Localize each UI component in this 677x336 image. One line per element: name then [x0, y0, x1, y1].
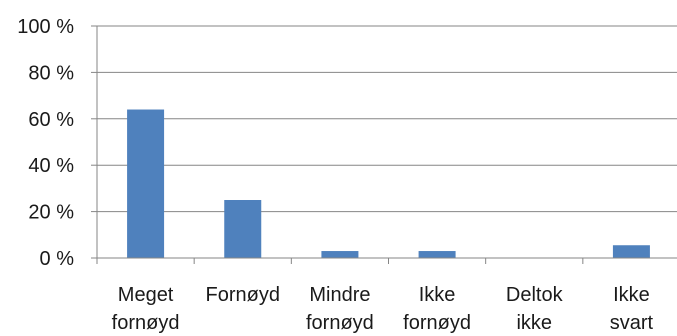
x-category-label-line: svart: [610, 312, 654, 334]
y-tick-label: 20 %: [28, 202, 74, 224]
x-category-label-line: fornøyd: [306, 312, 374, 334]
y-tick-label: 40 %: [28, 155, 74, 177]
x-category-label-line: fornøyd: [403, 312, 471, 334]
bar: [321, 251, 359, 258]
bar: [127, 109, 165, 259]
x-category-label-line: Deltok: [506, 284, 564, 306]
y-tick-label: 0 %: [40, 248, 75, 270]
x-category-label: Meget fornøyd: [112, 284, 180, 334]
x-category-label-line: Meget: [118, 284, 174, 306]
x-category-label: Ikke svart: [610, 284, 654, 334]
x-category-label-line: Mindre: [309, 284, 370, 306]
x-category-label-line: fornøyd: [112, 312, 180, 334]
y-tick-label: 100 %: [17, 16, 74, 38]
bar: [612, 245, 650, 258]
x-category-label: Fornøyd: [206, 284, 280, 306]
x-axis-category-labels: Meget fornøyd Fornøyd Mindre fornøyd Ikke forn…: [112, 284, 654, 334]
x-category-label: Deltok ikke: [506, 284, 564, 334]
y-axis-tick-labels: 0 % 20 % 40 % 60 % 80 % 100 %: [17, 16, 74, 270]
x-category-label-line: Fornøyd: [206, 284, 280, 306]
bar: [224, 200, 262, 258]
bar-series: [127, 109, 650, 259]
x-category-label: Ikke fornøyd: [403, 284, 471, 334]
x-category-label-line: Ikke: [419, 284, 456, 306]
x-category-label-line: ikke: [516, 312, 552, 334]
y-tick-label: 80 %: [28, 62, 74, 84]
y-tick-label: 60 %: [28, 109, 74, 131]
bar: [418, 251, 456, 258]
x-category-label-line: Ikke: [613, 284, 650, 306]
gridlines: [91, 25, 677, 259]
x-category-label: Mindre fornøyd: [306, 284, 374, 334]
axes: [96, 26, 677, 264]
